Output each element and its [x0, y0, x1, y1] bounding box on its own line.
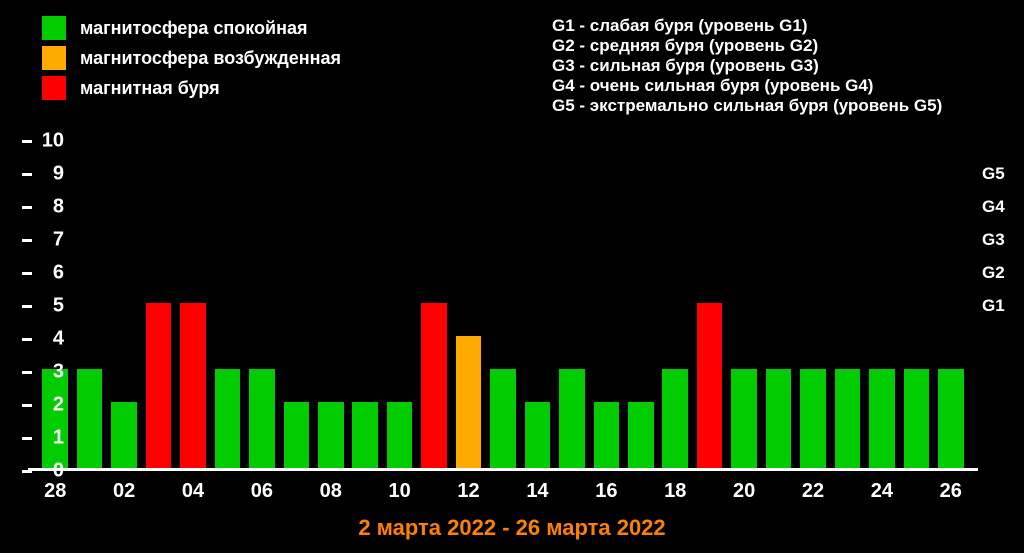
y-axis-label: 7 [34, 229, 64, 252]
y-axis-label: 6 [34, 262, 64, 285]
legend-item: магнитосфера возбужденная [42, 46, 341, 70]
bar [731, 369, 756, 468]
right-axis-label: G5 [982, 164, 1005, 184]
legend: магнитосфера спокойная магнитосфера возб… [42, 16, 341, 106]
gscale-row: G5 - экстремально сильная буря (уровень … [552, 96, 942, 116]
x-axis-label: 20 [733, 480, 755, 503]
legend-swatch-calm [42, 16, 66, 40]
bar [835, 369, 860, 468]
y-axis-label: 5 [34, 295, 64, 318]
bar [869, 369, 894, 468]
legend-swatch-excited [42, 46, 66, 70]
y-tick [22, 470, 32, 473]
x-axis-label: 10 [389, 480, 411, 503]
bar [42, 369, 67, 468]
bar [146, 303, 171, 468]
bar [559, 369, 584, 468]
plot-inner [38, 141, 968, 468]
bar [387, 402, 412, 468]
y-tick [22, 173, 32, 176]
y-tick [22, 239, 32, 242]
x-axis-label: 16 [595, 480, 617, 503]
x-axis-label: 24 [871, 480, 893, 503]
y-tick [22, 140, 32, 143]
x-axis-label: 26 [940, 480, 962, 503]
bar [525, 402, 550, 468]
legend-label: магнитосфера спокойная [80, 18, 308, 39]
gscale-row: G4 - очень сильная буря (уровень G4) [552, 76, 942, 96]
right-axis-label: G2 [982, 263, 1005, 283]
y-axis-label: 1 [34, 427, 64, 450]
gscale-descriptions: G1 - слабая буря (уровень G1) G2 - средн… [552, 16, 942, 116]
x-axis-label: 28 [44, 480, 66, 503]
legend-item: магнитная буря [42, 76, 341, 100]
bar [421, 303, 446, 468]
y-tick [22, 206, 32, 209]
bar [77, 369, 102, 468]
legend-swatch-storm [42, 76, 66, 100]
bar [697, 303, 722, 468]
x-axis-label: 14 [526, 480, 548, 503]
y-axis-label: 8 [34, 196, 64, 219]
y-axis-label: 3 [34, 361, 64, 384]
bar [800, 369, 825, 468]
gscale-row: G2 - средняя буря (уровень G2) [552, 36, 942, 56]
y-tick [22, 437, 32, 440]
x-axis-label: 04 [182, 480, 204, 503]
bar [628, 402, 653, 468]
x-axis-label: 12 [457, 480, 479, 503]
y-tick [22, 371, 32, 374]
bar [938, 369, 963, 468]
y-axis-label: 2 [34, 394, 64, 417]
x-axis-label: 02 [113, 480, 135, 503]
y-axis-label: 4 [34, 328, 64, 351]
plot-area [28, 141, 978, 471]
y-axis-label: 10 [34, 130, 64, 153]
legend-label: магнитная буря [80, 78, 220, 99]
y-tick [22, 272, 32, 275]
y-tick [22, 404, 32, 407]
chart-container: магнитосфера спокойная магнитосфера возб… [0, 0, 1024, 553]
bar [318, 402, 343, 468]
y-axis-label: 9 [34, 163, 64, 186]
bar [456, 336, 481, 468]
bar [215, 369, 240, 468]
gscale-row: G3 - сильная буря (уровень G3) [552, 56, 942, 76]
gscale-row: G1 - слабая буря (уровень G1) [552, 16, 942, 36]
bar [662, 369, 687, 468]
right-axis-label: G4 [982, 197, 1005, 217]
bar [766, 369, 791, 468]
x-axis-label: 08 [320, 480, 342, 503]
bar [111, 402, 136, 468]
right-axis-label: G3 [982, 230, 1005, 250]
bar [180, 303, 205, 468]
x-axis-label: 22 [802, 480, 824, 503]
date-range-caption: 2 марта 2022 - 26 марта 2022 [0, 515, 1024, 541]
bar [249, 369, 274, 468]
y-tick [22, 338, 32, 341]
legend-item: магнитосфера спокойная [42, 16, 341, 40]
right-axis-label: G1 [982, 296, 1005, 316]
bar [904, 369, 929, 468]
x-axis-label: 06 [251, 480, 273, 503]
bar [594, 402, 619, 468]
bar [284, 402, 309, 468]
legend-label: магнитосфера возбужденная [80, 48, 341, 69]
bar [490, 369, 515, 468]
x-axis-label: 18 [664, 480, 686, 503]
bar [352, 402, 377, 468]
y-tick [22, 305, 32, 308]
